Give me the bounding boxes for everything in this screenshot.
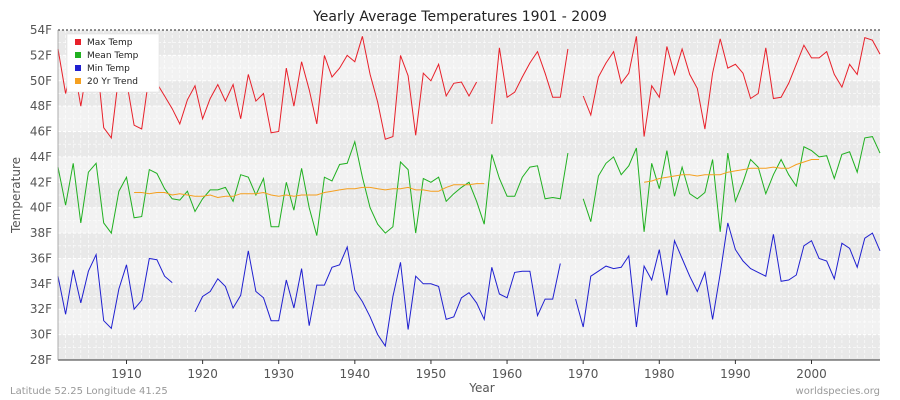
series-line <box>57 139 569 236</box>
x-tick-label: 2000 <box>796 367 827 381</box>
y-tick-label: 42F <box>30 175 52 189</box>
legend-swatch <box>75 65 81 71</box>
series-line <box>134 183 485 199</box>
x-tick-label: 1990 <box>720 367 751 381</box>
y-axis-ticks: 28F 30F 32F 34F 36F 38F 40F 42F 44F 46F 48F 50F 52F 5… <box>30 23 52 367</box>
x-axis-ticks: 1910 1920 1930 1940 1950 1960 1970 1980 1990 2000 <box>111 360 827 381</box>
series-line <box>582 36 881 137</box>
legend-swatch <box>75 52 81 58</box>
series-line <box>57 252 173 330</box>
y-axis-label: Temperature <box>9 157 23 234</box>
y-tick-label: 52F <box>30 48 52 62</box>
y-tick-label: 28F <box>30 353 52 367</box>
x-axis-label: Year <box>468 381 494 395</box>
series-line <box>194 245 561 348</box>
series-line <box>644 159 820 183</box>
legend: Max Temp Mean Temp Min Temp 20 Yr Trend <box>66 33 160 93</box>
legend-label: Mean Temp <box>87 51 139 61</box>
y-tick-label: 40F <box>30 201 52 215</box>
series-min-temp <box>57 222 881 348</box>
y-tick-label: 48F <box>30 99 52 113</box>
x-tick-label: 1930 <box>263 367 294 381</box>
y-tick-label: 36F <box>30 251 52 265</box>
footer-source: worldspecies.org <box>796 386 880 397</box>
series-mean-temp <box>57 136 881 236</box>
x-tick-label: 1940 <box>340 367 371 381</box>
legend-label: Min Temp <box>87 64 130 74</box>
y-tick-label: 38F <box>30 226 52 240</box>
series-line <box>575 222 881 328</box>
y-tick-label: 30F <box>30 328 52 342</box>
x-tick-label: 1970 <box>568 367 599 381</box>
y-tick-label: 50F <box>30 74 52 88</box>
series-20-yr-trend <box>134 159 820 199</box>
x-tick-label: 1910 <box>111 367 142 381</box>
legend-swatch <box>75 78 81 84</box>
series-line <box>491 47 569 124</box>
x-tick-label: 1920 <box>187 367 218 381</box>
axes <box>57 29 880 361</box>
y-tick-label: 32F <box>30 302 52 316</box>
series-line <box>582 136 881 232</box>
y-tick-label: 34F <box>30 277 52 291</box>
y-tick-label: 44F <box>30 150 52 164</box>
legend-swatch <box>75 39 81 45</box>
x-tick-label: 1980 <box>644 367 675 381</box>
legend-label: 20 Yr Trend <box>87 77 138 87</box>
x-tick-label: 1950 <box>416 367 447 381</box>
chart-title: Yearly Average Temperatures 1901 - 2009 <box>312 9 607 25</box>
footer-location: Latitude 52.25 Longitude 41.25 <box>10 386 168 397</box>
legend-box <box>66 33 160 93</box>
y-tick-label: 46F <box>30 125 52 139</box>
y-tick-label: 54F <box>30 23 52 37</box>
x-tick-label: 1960 <box>492 367 523 381</box>
legend-label: Max Temp <box>87 38 133 48</box>
